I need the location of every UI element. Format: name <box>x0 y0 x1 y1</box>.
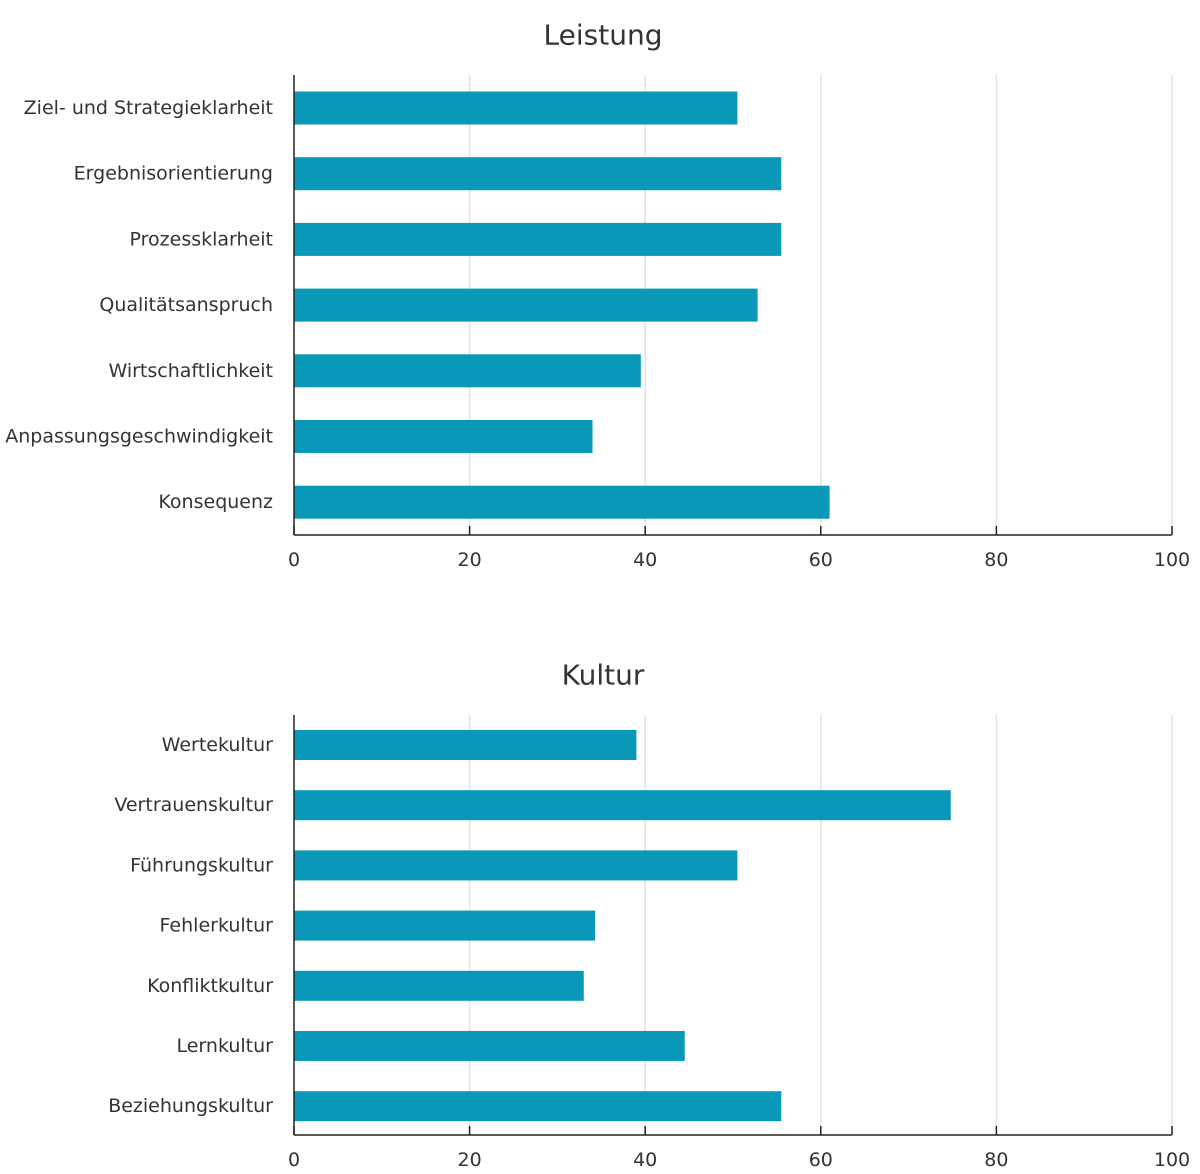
category-label: Wirtschaftlichkeit <box>108 360 273 382</box>
x-tick-label: 20 <box>458 549 482 571</box>
x-tick-label: 60 <box>809 549 833 571</box>
category-label: Lernkultur <box>176 1035 273 1057</box>
category-label: Konsequenz <box>158 491 273 513</box>
category-label: Konfliktkultur <box>147 975 273 997</box>
x-tick-label: 60 <box>809 1149 833 1169</box>
category-label: Anpassungsgeschwindigkeit <box>5 426 273 448</box>
category-label: Vertrauenskultur <box>114 794 273 816</box>
category-label: Ergebnisorientierung <box>74 163 273 185</box>
bar-ergebnisorientierung <box>294 157 782 191</box>
x-tick-label: 80 <box>984 1149 1008 1169</box>
bar-konsequenz <box>294 485 830 519</box>
x-tick-label: 0 <box>288 549 300 571</box>
category-label: Qualitätsanspruch <box>99 294 273 316</box>
bar-anpassungsgeschwindigkeit <box>294 420 593 453</box>
chart-title: Kultur <box>562 659 645 692</box>
x-tick-label: 80 <box>984 549 1008 571</box>
bar-fehlerkultur <box>294 910 596 941</box>
x-tick-label: 40 <box>633 549 657 571</box>
bar-beziehungskultur <box>294 1091 782 1122</box>
category-label: Ziel- und Strategieklarheit <box>24 97 273 119</box>
bar-vertrauenskultur <box>294 790 951 821</box>
category-label: Prozessklarheit <box>130 228 273 250</box>
bar-wirtschaftlichkeit <box>294 354 641 388</box>
category-label: Führungskultur <box>130 854 273 876</box>
bar-konfliktkultur <box>294 970 584 1001</box>
chart-title: Leistung <box>544 19 663 52</box>
category-label: Fehlerkultur <box>160 915 274 937</box>
category-label: Beziehungskultur <box>108 1095 273 1117</box>
x-tick-label: 40 <box>633 1149 657 1169</box>
x-tick-label: 100 <box>1154 549 1190 571</box>
bar-qualit-tsanspruch <box>294 288 758 322</box>
x-tick-label: 0 <box>288 1149 300 1169</box>
bar-f-hrungskultur <box>294 850 738 881</box>
x-tick-label: 20 <box>458 1149 482 1169</box>
category-label: Wertekultur <box>162 734 274 756</box>
bar-lernkultur <box>294 1031 685 1061</box>
bar-wertekultur <box>294 730 637 760</box>
x-tick-label: 100 <box>1154 1149 1190 1169</box>
bar-ziel-und-strategieklarheit <box>294 91 738 125</box>
bar-prozessklarheit <box>294 222 782 256</box>
